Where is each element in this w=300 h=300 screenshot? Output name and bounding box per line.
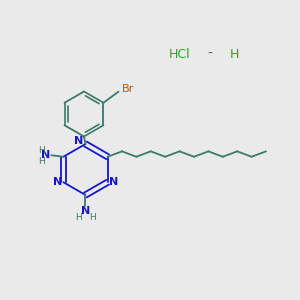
Text: H: H xyxy=(38,157,45,166)
Text: H: H xyxy=(38,146,45,155)
Text: N: N xyxy=(41,150,51,160)
Text: HCl: HCl xyxy=(169,47,191,61)
Text: Br: Br xyxy=(122,84,134,94)
Text: N: N xyxy=(74,136,83,146)
Text: N: N xyxy=(81,206,90,217)
Text: H: H xyxy=(229,47,239,61)
Text: N: N xyxy=(109,177,118,187)
Text: H: H xyxy=(89,213,95,222)
Text: -: - xyxy=(208,47,212,61)
Text: N: N xyxy=(53,177,62,187)
Text: H: H xyxy=(76,213,82,222)
